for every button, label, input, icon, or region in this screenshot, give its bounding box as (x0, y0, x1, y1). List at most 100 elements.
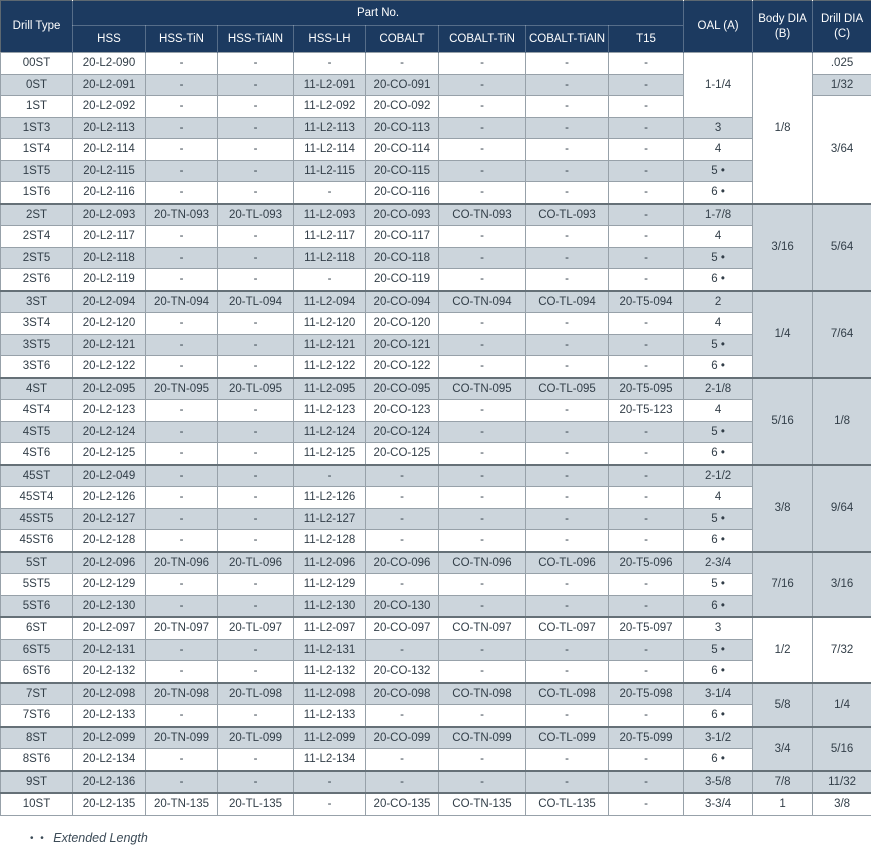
part-no-cell: 20-CO-093 (366, 204, 439, 226)
part-no-cell: - (439, 639, 526, 661)
drill-dia-cell: 3/64 (813, 96, 871, 204)
part-no-cell: 11-L2-092 (294, 96, 366, 118)
part-no-cell: - (218, 226, 294, 248)
part-no-cell: 11-L2-097 (294, 617, 366, 639)
part-no-cell: 11-L2-091 (294, 74, 366, 96)
part-no-cell: CO-TL-098 (526, 683, 609, 705)
part-no-cell: CO-TL-096 (526, 552, 609, 574)
part-no-cell: 20-TN-135 (146, 793, 218, 815)
part-no-cell: 11-L2-131 (294, 639, 366, 661)
drill-dia-cell: 7/32 (813, 617, 871, 683)
part-no-cell: - (526, 400, 609, 422)
part-no-cell: 11-L2-126 (294, 487, 366, 509)
part-no-cell: - (526, 487, 609, 509)
part-no-cell: - (146, 639, 218, 661)
part-no-cell: - (609, 313, 684, 335)
part-no-cell: 20-TL-097 (218, 617, 294, 639)
part-no-cell: - (366, 487, 439, 509)
part-no-cell: 11-L2-130 (294, 595, 366, 617)
part-no-cell: - (526, 661, 609, 683)
part-no-cell: 20-CO-130 (366, 595, 439, 617)
part-no-cell: - (609, 530, 684, 552)
drill-dia-cell: 1/8 (813, 378, 871, 465)
part-no-cell: - (526, 139, 609, 161)
oal-cell: 5 • (684, 160, 753, 182)
part-no-cell: - (439, 269, 526, 291)
part-no-cell: - (366, 530, 439, 552)
part-no-cell: - (218, 661, 294, 683)
part-no-cell: 20-TN-094 (146, 291, 218, 313)
drill-type-cell: 45ST4 (1, 487, 73, 509)
part-no-cell: - (146, 771, 218, 794)
part-no-cell: - (526, 182, 609, 204)
part-no-cell: CO-TN-096 (439, 552, 526, 574)
column-header-hss-lh: HSS-LH (294, 26, 366, 53)
part-no-cell: - (609, 443, 684, 465)
part-no-cell: - (439, 96, 526, 118)
part-no-cell: 11-L2-123 (294, 400, 366, 422)
part-no-cell: - (526, 465, 609, 487)
drill-type-cell: 2ST5 (1, 247, 73, 269)
oal-cell: 6 • (684, 182, 753, 204)
part-no-cell: 20-L2-115 (73, 160, 146, 182)
part-no-cell: 20-CO-124 (366, 421, 439, 443)
column-header-part-no: Part No. (73, 1, 684, 26)
oal-cell: 6 • (684, 595, 753, 617)
part-no-cell: 11-L2-113 (294, 117, 366, 139)
drill-type-cell: 5ST6 (1, 595, 73, 617)
part-no-cell: - (609, 204, 684, 226)
drill-dia-label-line2: (C) (834, 28, 850, 40)
part-no-cell: 20-CO-125 (366, 443, 439, 465)
part-no-cell: 20-L2-133 (73, 705, 146, 727)
part-no-cell: - (439, 74, 526, 96)
part-no-cell: 20-L2-094 (73, 291, 146, 313)
part-no-cell: - (146, 530, 218, 552)
oal-cell: 6 • (684, 356, 753, 378)
oal-cell: 3-5/8 (684, 771, 753, 794)
drill-type-cell: 45ST (1, 465, 73, 487)
part-no-cell: - (439, 661, 526, 683)
extended-length-label: Extended Length (53, 831, 148, 845)
part-no-cell: 20-TL-098 (218, 683, 294, 705)
part-no-cell: 20-T5-095 (609, 378, 684, 400)
part-no-cell: - (146, 443, 218, 465)
part-no-cell: 20-CO-123 (366, 400, 439, 422)
part-no-cell: 20-T5-099 (609, 727, 684, 749)
part-no-cell: 20-L2-130 (73, 595, 146, 617)
part-no-cell: 20-TN-095 (146, 378, 218, 400)
part-no-cell: 11-L2-096 (294, 552, 366, 574)
part-no-cell: - (439, 334, 526, 356)
part-no-cell: 20-L2-120 (73, 313, 146, 335)
part-no-cell: 20-TL-094 (218, 291, 294, 313)
part-no-cell: - (609, 53, 684, 75)
part-no-cell: - (146, 421, 218, 443)
oal-cell: 4 (684, 226, 753, 248)
part-no-cell: CO-TL-097 (526, 617, 609, 639)
part-no-cell: 20-L2-122 (73, 356, 146, 378)
part-no-cell: - (146, 705, 218, 727)
oal-cell: 4 (684, 400, 753, 422)
part-no-cell: - (146, 313, 218, 335)
part-no-cell: - (609, 182, 684, 204)
oal-cell: 3 (684, 117, 753, 139)
part-no-cell: - (218, 421, 294, 443)
part-no-cell: - (439, 117, 526, 139)
part-no-cell: 20-CO-094 (366, 291, 439, 313)
part-no-cell: 11-L2-120 (294, 313, 366, 335)
part-no-cell: - (218, 705, 294, 727)
part-no-cell: - (146, 356, 218, 378)
column-header-drill-type: Drill Type (1, 1, 73, 53)
body-dia-cell: 1/2 (753, 617, 813, 683)
